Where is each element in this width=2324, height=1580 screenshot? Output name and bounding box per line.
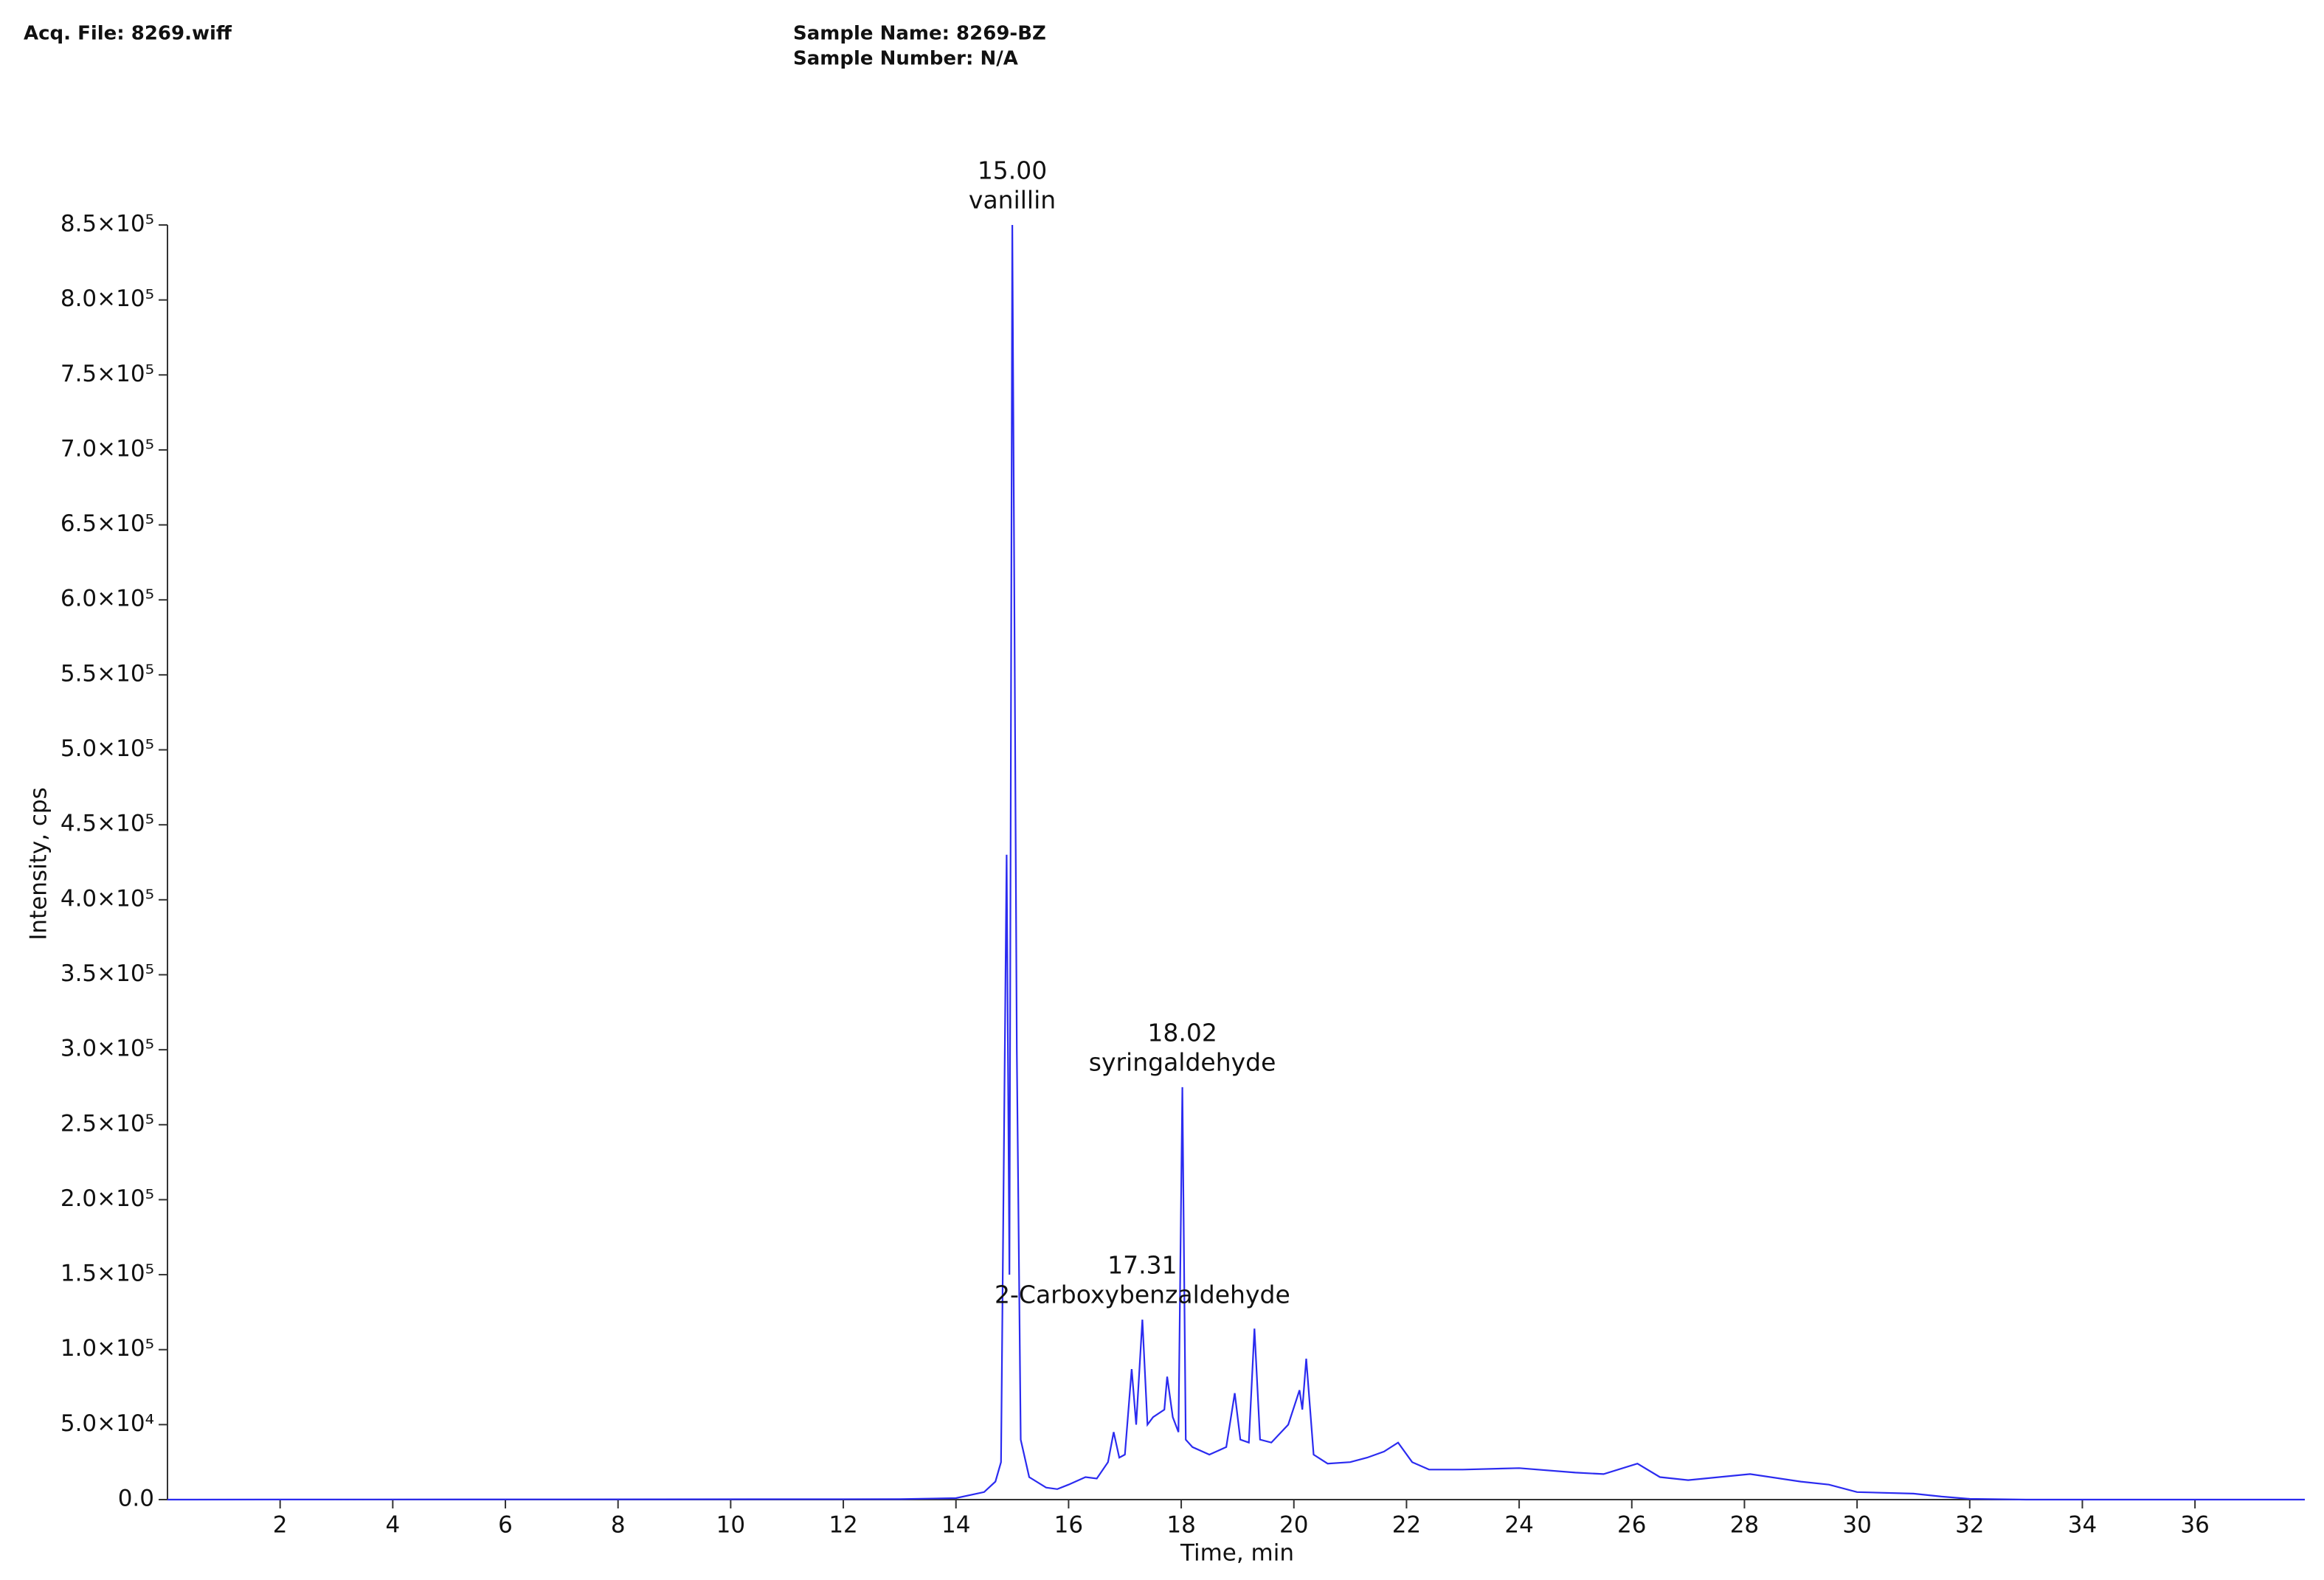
y-axis-label: Intensity, cps xyxy=(26,787,52,940)
x-tick-label: 20 xyxy=(1279,1512,1308,1539)
x-tick-label: 32 xyxy=(1955,1512,1984,1539)
y-tick-label: 3.0×10⁵ xyxy=(60,1036,154,1062)
x-tick-label: 2 xyxy=(273,1512,288,1539)
peak-name-label: syringaldehyde xyxy=(1089,1047,1276,1076)
x-tick-label: 8 xyxy=(611,1512,626,1539)
y-tick-label: 2.0×10⁵ xyxy=(60,1185,154,1212)
y-tick-label: 6.5×10⁵ xyxy=(60,510,154,537)
x-tick-label: 34 xyxy=(2068,1512,2097,1539)
x-tick-label: 14 xyxy=(941,1512,970,1539)
x-tick-label: 12 xyxy=(829,1512,857,1539)
peak-time-label: 18.02 xyxy=(1147,1018,1217,1047)
x-tick-label: 4 xyxy=(385,1512,400,1539)
y-tick-label: 1.0×10⁵ xyxy=(60,1335,154,1362)
x-tick-label: 24 xyxy=(1504,1512,1533,1539)
y-tick-label: 2.5×10⁵ xyxy=(60,1110,154,1137)
y-tick-label: 0.0 xyxy=(118,1486,154,1512)
sample-number: Sample Number: N/A xyxy=(793,48,1018,70)
y-tick-label: 6.0×10⁵ xyxy=(60,586,154,612)
y-tick-label: 4.0×10⁵ xyxy=(60,885,154,912)
y-tick-label: 5.0×10⁴ xyxy=(60,1410,154,1437)
y-tick-label: 8.5×10⁵ xyxy=(60,211,154,238)
x-tick-label: 6 xyxy=(498,1512,513,1539)
y-tick-label: 4.5×10⁵ xyxy=(60,811,154,837)
x-tick-label: 36 xyxy=(2180,1512,2209,1539)
y-tick-label: 1.5×10⁵ xyxy=(60,1261,154,1287)
x-tick-label: 16 xyxy=(1054,1512,1083,1539)
x-axis-label: Time, min xyxy=(1180,1540,1294,1567)
sample-name: Sample Name: 8269-BZ xyxy=(793,23,1046,45)
acq-file: Acq. File: 8269.wiff xyxy=(24,23,232,45)
x-tick-label: 26 xyxy=(1617,1512,1646,1539)
peak-name-label: vanillin xyxy=(969,186,1056,215)
x-tick-label: 30 xyxy=(1842,1512,1871,1539)
x-tick-label: 22 xyxy=(1392,1512,1421,1539)
y-tick-label: 7.5×10⁵ xyxy=(60,361,154,387)
peak-name-label: 2-Carboxybenzaldehyde xyxy=(995,1281,1290,1309)
peak-time-label: 17.31 xyxy=(1107,1251,1177,1280)
x-tick-label: 18 xyxy=(1166,1512,1195,1539)
y-tick-label: 7.0×10⁵ xyxy=(60,435,154,462)
y-tick-label: 8.0×10⁵ xyxy=(60,285,154,312)
y-tick-label: 5.5×10⁵ xyxy=(60,660,154,687)
x-tick-label: 10 xyxy=(716,1512,745,1539)
y-tick-label: 3.5×10⁵ xyxy=(60,960,154,987)
chromatogram-line xyxy=(167,224,2305,1501)
peak-time-label: 15.00 xyxy=(978,156,1047,185)
y-tick-label: 5.0×10⁵ xyxy=(60,735,154,762)
x-tick-label: 28 xyxy=(1730,1512,1759,1539)
